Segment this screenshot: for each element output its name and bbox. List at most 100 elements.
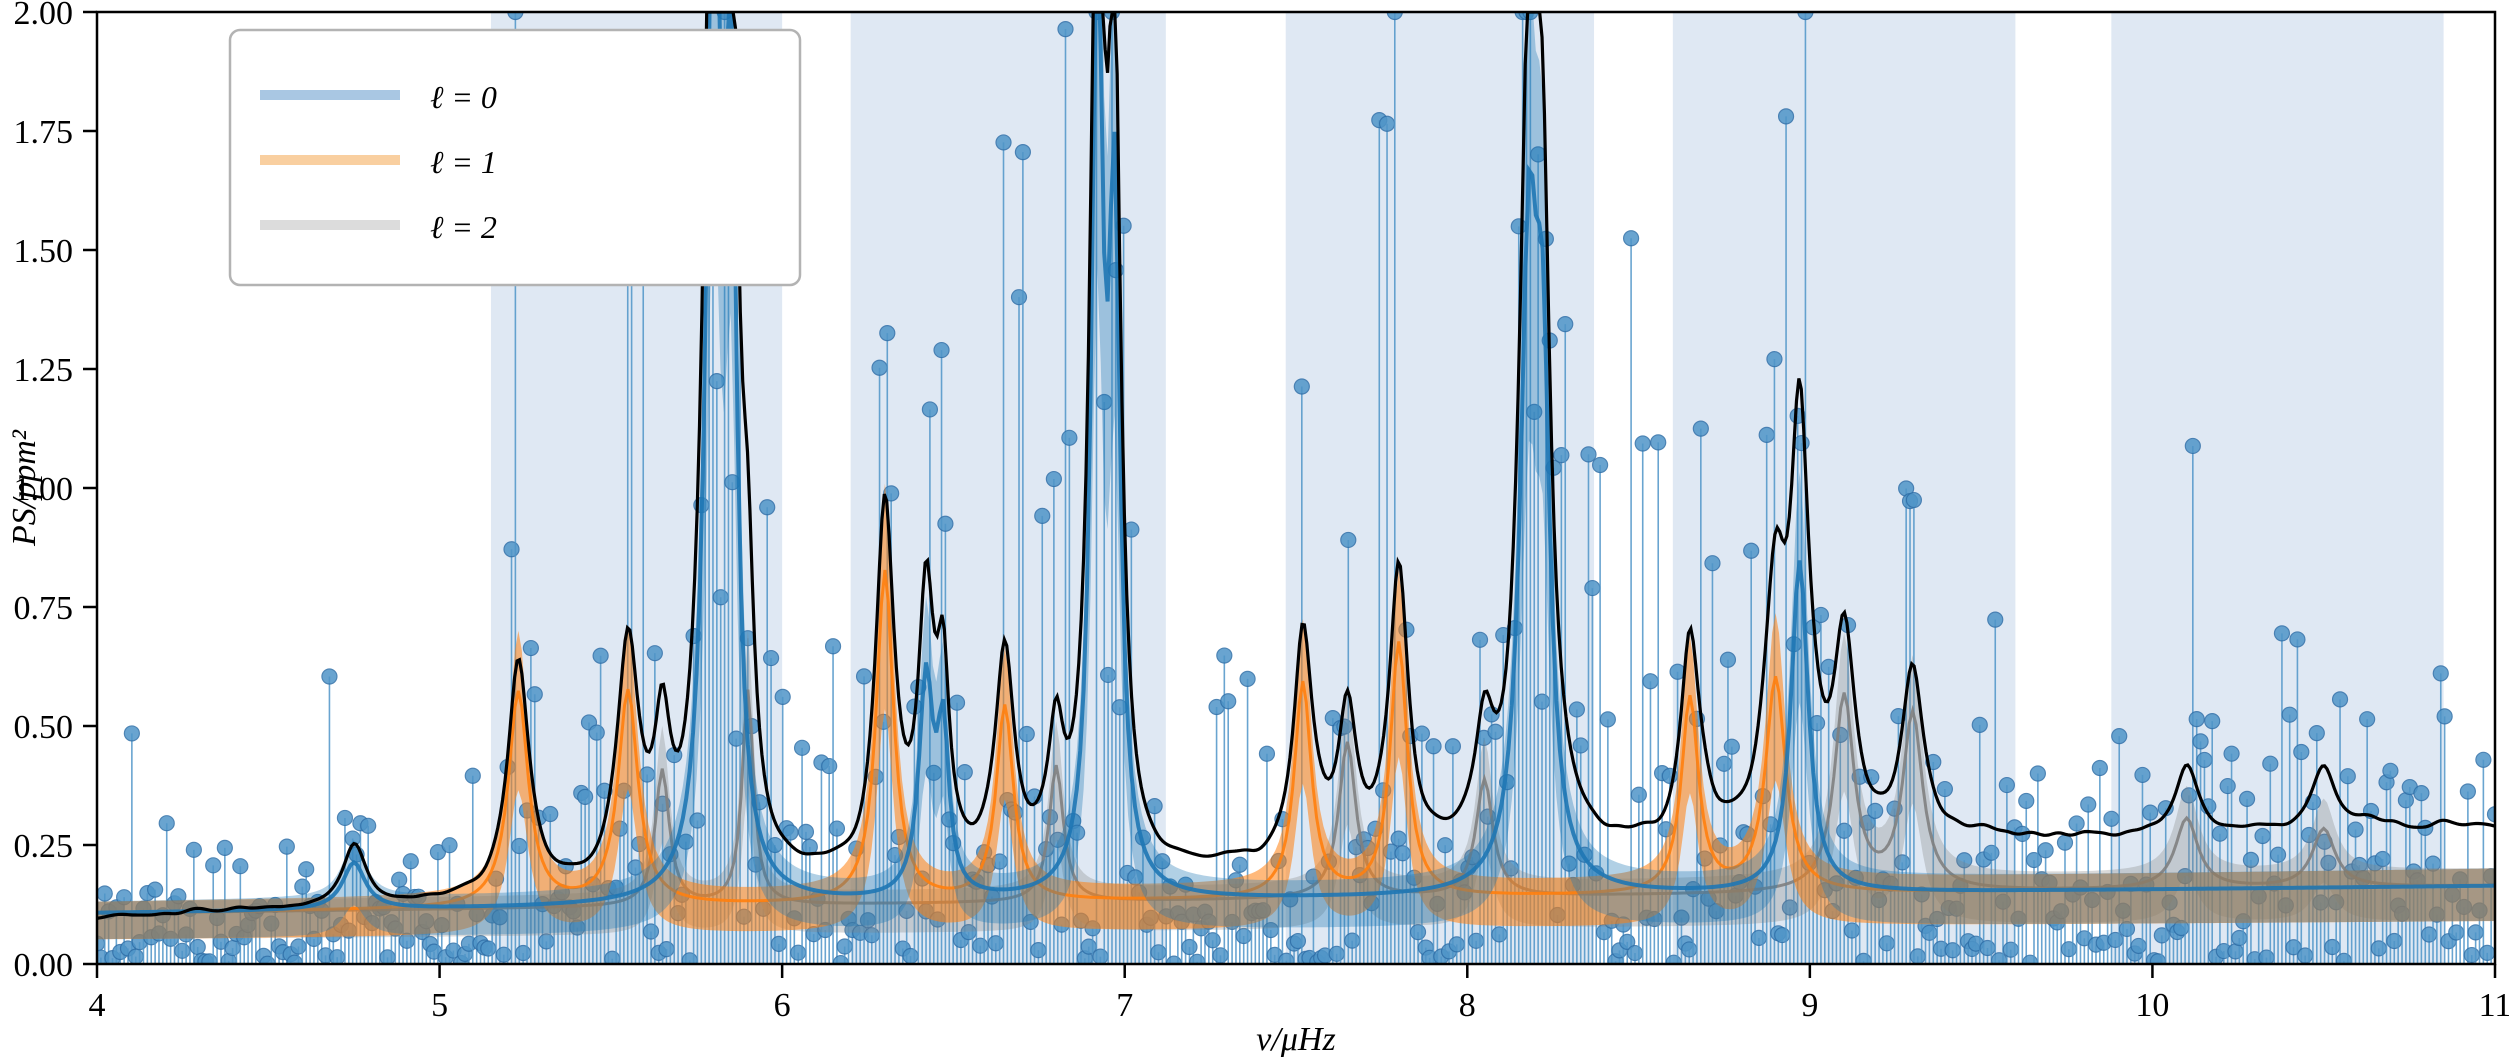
ps-data-point[interactable] <box>442 838 457 853</box>
ps-data-point[interactable] <box>337 810 352 825</box>
ps-data-point[interactable] <box>829 821 844 836</box>
ps-data-point[interactable] <box>2220 779 2235 794</box>
ps-data-point[interactable] <box>1705 556 1720 571</box>
ps-data-point[interactable] <box>1585 581 1600 596</box>
ps-data-point[interactable] <box>2212 826 2227 841</box>
ps-data-point[interactable] <box>1945 943 1960 958</box>
ps-data-point[interactable] <box>1569 702 1584 717</box>
ps-data-point[interactable] <box>2119 921 2134 936</box>
ps-data-point[interactable] <box>822 759 837 774</box>
ps-data-point[interactable] <box>1488 724 1503 739</box>
ps-data-point[interactable] <box>1221 694 1236 709</box>
ps-data-point[interactable] <box>1573 738 1588 753</box>
ps-data-point[interactable] <box>1182 940 1197 955</box>
ps-data-point[interactable] <box>2263 756 2278 771</box>
ps-data-point[interactable] <box>2460 784 2475 799</box>
ps-data-point[interactable] <box>1837 823 1852 838</box>
ps-data-point[interactable] <box>1643 674 1658 689</box>
ps-data-point[interactable] <box>1380 116 1395 131</box>
ps-data-point[interactable] <box>2383 763 2398 778</box>
ps-data-point[interactable] <box>1329 946 1344 961</box>
ps-data-point[interactable] <box>543 806 558 821</box>
ps-data-point[interactable] <box>1906 493 1921 508</box>
ps-data-point[interactable] <box>1294 379 1309 394</box>
ps-data-point[interactable] <box>1794 436 1809 451</box>
ps-data-point[interactable] <box>1744 543 1759 558</box>
ps-data-point[interactable] <box>996 135 1011 150</box>
ps-data-point[interactable] <box>2003 942 2018 957</box>
ps-data-point[interactable] <box>287 955 302 970</box>
ps-data-point[interactable] <box>1438 838 1453 853</box>
ps-data-point[interactable] <box>2325 940 2340 955</box>
ps-data-point[interactable] <box>713 590 728 605</box>
ps-data-point[interactable] <box>934 343 949 358</box>
ps-data-point[interactable] <box>148 882 163 897</box>
ps-data-point[interactable] <box>593 648 608 663</box>
ps-data-point[interactable] <box>1693 421 1708 436</box>
ps-data-point[interactable] <box>217 840 232 855</box>
ps-data-point[interactable] <box>1988 612 2003 627</box>
ps-data-point[interactable] <box>1868 803 1883 818</box>
ps-data-point[interactable] <box>973 938 988 953</box>
ps-data-point[interactable] <box>791 945 806 960</box>
ps-data-point[interactable] <box>880 326 895 341</box>
ps-data-point[interactable] <box>361 818 376 833</box>
ps-data-point[interactable] <box>826 639 841 654</box>
ps-data-point[interactable] <box>295 879 310 894</box>
ps-data-point[interactable] <box>1717 756 1732 771</box>
ps-data-point[interactable] <box>950 695 965 710</box>
ps-data-point[interactable] <box>903 949 918 964</box>
ps-data-point[interactable] <box>2135 767 2150 782</box>
ps-data-point[interactable] <box>1019 726 1034 741</box>
ps-data-point[interactable] <box>1035 508 1050 523</box>
ps-data-point[interactable] <box>481 941 496 956</box>
ps-data-point[interactable] <box>2038 843 2053 858</box>
ps-data-point[interactable] <box>2069 816 2084 831</box>
ps-data-point[interactable] <box>771 936 786 951</box>
ps-data-point[interactable] <box>578 789 593 804</box>
ps-data-point[interactable] <box>2371 941 2386 956</box>
ps-data-point[interactable] <box>2274 626 2289 641</box>
ps-data-point[interactable] <box>2449 925 2464 940</box>
ps-data-point[interactable] <box>729 731 744 746</box>
ps-data-point[interactable] <box>2255 829 2270 844</box>
ps-data-point[interactable] <box>2433 666 2448 681</box>
ps-data-point[interactable] <box>330 950 345 965</box>
ps-data-point[interactable] <box>1411 925 1426 940</box>
ps-data-point[interactable] <box>392 872 407 887</box>
ps-data-point[interactable] <box>2061 942 2076 957</box>
ps-data-point[interactable] <box>1984 845 1999 860</box>
ps-data-point[interactable] <box>1724 739 1739 754</box>
ps-data-point[interactable] <box>1062 430 1077 445</box>
ps-data-point[interactable] <box>1999 778 2014 793</box>
ps-data-point[interactable] <box>1341 532 1356 547</box>
ps-data-point[interactable] <box>124 726 139 741</box>
ps-data-point[interactable] <box>2228 944 2243 959</box>
ps-data-point[interactable] <box>1395 846 1410 861</box>
ps-data-point[interactable] <box>1259 746 1274 761</box>
ps-data-point[interactable] <box>2240 791 2255 806</box>
ps-data-point[interactable] <box>1473 632 1488 647</box>
ps-data-point[interactable] <box>539 934 554 949</box>
ps-data-point[interactable] <box>465 768 480 783</box>
ps-data-point[interactable] <box>764 651 779 666</box>
ps-data-point[interactable] <box>279 839 294 854</box>
ps-data-point[interactable] <box>2081 797 2096 812</box>
chart-legend[interactable]: ℓ = 0 ℓ = 1 ℓ = 2 <box>230 30 800 285</box>
ps-data-point[interactable] <box>682 953 697 968</box>
ps-data-point[interactable] <box>512 838 527 853</box>
ps-data-point[interactable] <box>1972 717 1987 732</box>
ps-data-point[interactable] <box>2205 714 2220 729</box>
ps-data-point[interactable] <box>128 949 143 964</box>
ps-data-point[interactable] <box>957 765 972 780</box>
ps-data-point[interactable] <box>922 402 937 417</box>
ps-data-point[interactable] <box>1631 787 1646 802</box>
ps-data-point[interactable] <box>1101 667 1116 682</box>
ps-data-point[interactable] <box>2019 793 2034 808</box>
ps-data-point[interactable] <box>186 842 201 857</box>
ps-data-point[interactable] <box>2387 933 2402 948</box>
ps-data-point[interactable] <box>1213 948 1228 963</box>
ps-data-point[interactable] <box>2375 852 2390 867</box>
ps-data-point[interactable] <box>988 936 1003 951</box>
ps-data-point[interactable] <box>97 886 112 901</box>
